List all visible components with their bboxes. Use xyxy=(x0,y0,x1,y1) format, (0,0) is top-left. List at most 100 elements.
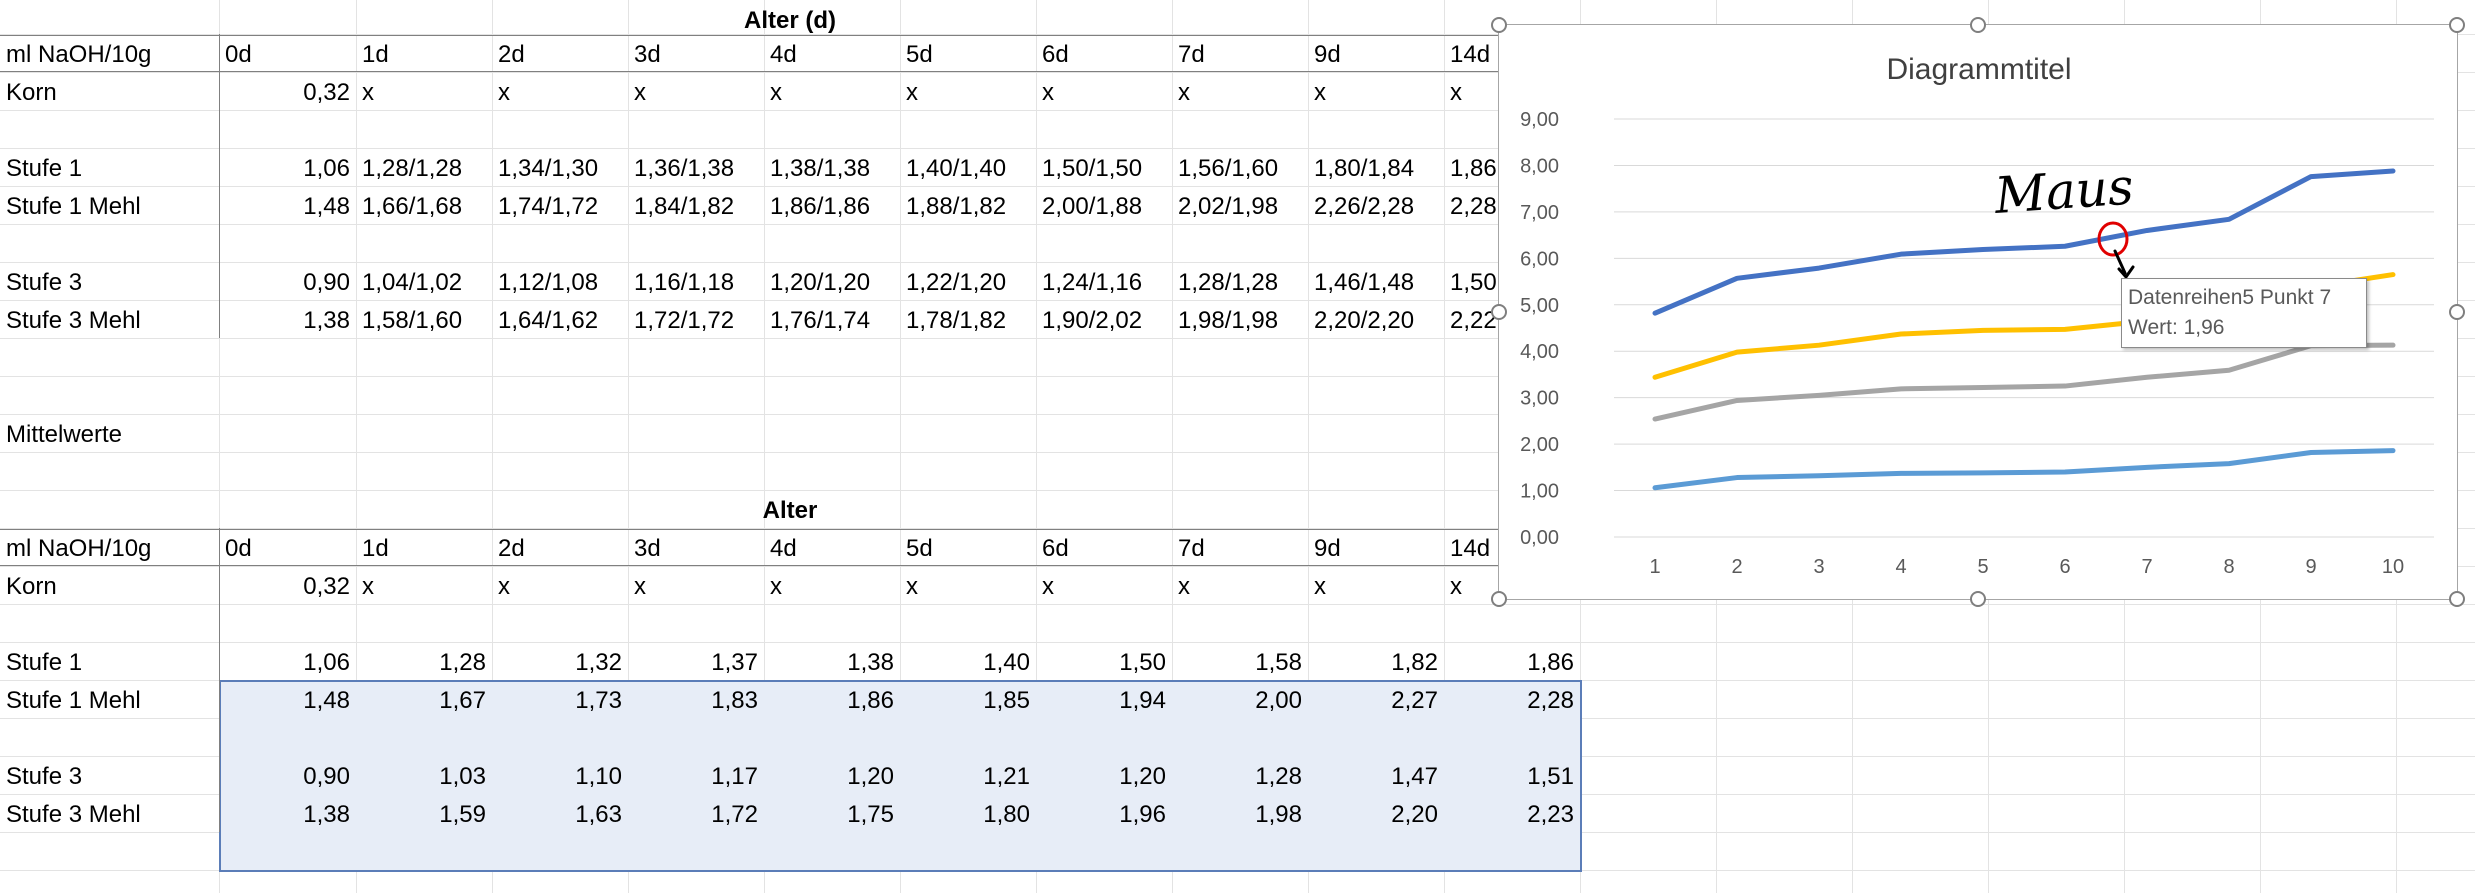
data-cell[interactable]: 1,36/1,38 xyxy=(634,155,735,182)
data-cell[interactable]: 1,82 xyxy=(1391,649,1438,676)
data-cell[interactable]: x xyxy=(1450,573,1462,600)
data-cell[interactable]: x xyxy=(770,573,782,600)
data-cell[interactable]: 1,06 xyxy=(303,649,350,676)
row-label[interactable]: Stufe 3 Mehl xyxy=(6,801,141,828)
data-cell[interactable]: x xyxy=(906,573,918,600)
data-cell[interactable]: x xyxy=(1178,573,1190,600)
resize-handle[interactable] xyxy=(1491,17,1507,33)
data-cell[interactable]: 1,80 xyxy=(983,801,1030,828)
row-label[interactable]: Stufe 1 xyxy=(6,649,83,676)
day-header[interactable]: 14d xyxy=(1450,535,1491,562)
data-cell[interactable]: 1,16/1,18 xyxy=(634,269,735,296)
data-cell[interactable]: 2,27 xyxy=(1391,687,1438,714)
data-cell[interactable]: x xyxy=(362,79,374,106)
data-cell[interactable]: 1,94 xyxy=(1119,687,1166,714)
data-cell[interactable]: x xyxy=(634,573,646,600)
data-cell[interactable]: 1,67 xyxy=(439,687,486,714)
day-header[interactable]: 1d xyxy=(362,535,389,562)
data-cell[interactable]: 1,72 xyxy=(711,801,758,828)
data-cell[interactable]: 1,90/2,02 xyxy=(1042,307,1143,334)
data-cell[interactable]: 2,23 xyxy=(1527,801,1574,828)
data-cell[interactable]: x xyxy=(498,79,510,106)
data-cell[interactable]: 2,20 xyxy=(1391,801,1438,828)
data-cell[interactable]: 1,24/1,16 xyxy=(1042,269,1143,296)
data-cell[interactable]: x xyxy=(1314,79,1326,106)
data-cell[interactable]: 1,86/1,86 xyxy=(770,193,871,220)
data-cell[interactable]: 1,96 xyxy=(1119,801,1166,828)
table-header-title[interactable]: Alter xyxy=(762,497,818,524)
data-cell[interactable]: 1,74/1,72 xyxy=(498,193,599,220)
day-header[interactable]: 7d xyxy=(1178,41,1205,68)
data-cell[interactable]: 1,38/1,38 xyxy=(770,155,871,182)
data-cell[interactable]: 1,40/1,40 xyxy=(906,155,1007,182)
data-cell[interactable]: 1,83 xyxy=(711,687,758,714)
data-cell[interactable]: 0,90 xyxy=(303,763,350,790)
data-cell[interactable]: 1,78/1,82 xyxy=(906,307,1007,334)
data-cell[interactable]: 1,37 xyxy=(711,649,758,676)
data-cell[interactable]: x xyxy=(1314,573,1326,600)
resize-handle[interactable] xyxy=(2449,304,2465,320)
data-cell[interactable]: 1,12/1,08 xyxy=(498,269,599,296)
day-header[interactable]: 0d xyxy=(225,41,252,68)
day-header[interactable]: 14d xyxy=(1450,41,1491,68)
table-header-title[interactable]: Alter (d) xyxy=(744,7,836,34)
data-cell[interactable]: 1,28/1,28 xyxy=(1178,269,1279,296)
data-cell[interactable]: 1,59 xyxy=(439,801,486,828)
resize-handle[interactable] xyxy=(1970,591,1986,607)
data-cell[interactable]: 2,02/1,98 xyxy=(1178,193,1279,220)
data-cell[interactable]: 1,85 xyxy=(983,687,1030,714)
data-cell[interactable]: 1,58 xyxy=(1255,649,1302,676)
data-cell[interactable]: 1,72/1,72 xyxy=(634,307,735,334)
data-cell[interactable]: x xyxy=(770,79,782,106)
data-cell[interactable]: 1,86 xyxy=(847,687,894,714)
data-cell[interactable]: 1,86 xyxy=(1527,649,1574,676)
row-label[interactable]: Stufe 3 xyxy=(6,763,83,790)
day-header[interactable]: 7d xyxy=(1178,535,1205,562)
resize-handle[interactable] xyxy=(1970,17,1986,33)
data-cell[interactable]: x xyxy=(1450,79,1462,106)
data-cell[interactable]: 2,28 xyxy=(1527,687,1574,714)
row-label[interactable]: Stufe 1 Mehl xyxy=(6,687,141,714)
data-cell[interactable]: 1,32 xyxy=(575,649,622,676)
data-cell[interactable]: x xyxy=(906,79,918,106)
data-cell[interactable]: 2,26/2,28 xyxy=(1314,193,1415,220)
data-cell[interactable]: x xyxy=(498,573,510,600)
data-cell[interactable]: 1,50 xyxy=(1119,649,1166,676)
data-cell[interactable]: 1,75 xyxy=(847,801,894,828)
day-header[interactable]: 2d xyxy=(498,535,525,562)
data-cell[interactable]: 1,64/1,62 xyxy=(498,307,599,334)
row-label[interactable]: Stufe 3 Mehl xyxy=(6,307,141,334)
line-chart[interactable]: Diagrammtitel 0,00 1,00 2,00 3,00 4,00 5,00 6,0… xyxy=(1491,17,2465,607)
corner-label[interactable]: ml NaOH/10g xyxy=(6,41,152,68)
data-cell[interactable]: 1,20/1,20 xyxy=(770,269,871,296)
resize-handle[interactable] xyxy=(2449,17,2465,33)
data-cell[interactable]: 1,20 xyxy=(1119,763,1166,790)
data-cell[interactable]: 1,34/1,30 xyxy=(498,155,599,182)
data-cell[interactable]: 1,38 xyxy=(303,801,350,828)
data-cell[interactable]: x xyxy=(1178,79,1190,106)
data-cell[interactable]: 1,58/1,60 xyxy=(362,307,463,334)
data-cell[interactable]: x xyxy=(634,79,646,106)
data-cell[interactable]: 0,32 xyxy=(303,79,350,106)
row-label[interactable]: Stufe 1 xyxy=(6,155,83,182)
row-label[interactable]: Korn xyxy=(6,79,57,106)
data-cell[interactable]: 1,28 xyxy=(1255,763,1302,790)
data-cell[interactable]: 1,28/1,28 xyxy=(362,155,463,182)
data-cell[interactable]: 1,03 xyxy=(439,763,486,790)
day-header[interactable]: 6d xyxy=(1042,41,1069,68)
data-cell[interactable]: 1,66/1,68 xyxy=(362,193,463,220)
day-header[interactable]: 2d xyxy=(498,41,525,68)
data-cell[interactable]: 1,38 xyxy=(303,307,350,334)
data-cell[interactable]: 1,51 xyxy=(1527,763,1574,790)
data-cell[interactable]: 1,38 xyxy=(847,649,894,676)
data-cell[interactable]: x xyxy=(1042,573,1054,600)
day-header[interactable]: 5d xyxy=(906,535,933,562)
data-cell[interactable]: 0,32 xyxy=(303,573,350,600)
day-header[interactable]: 9d xyxy=(1314,41,1341,68)
day-header[interactable]: 9d xyxy=(1314,535,1341,562)
corner-label[interactable]: ml NaOH/10g xyxy=(6,535,152,562)
day-header[interactable]: 6d xyxy=(1042,535,1069,562)
data-cell[interactable]: 1,06 xyxy=(303,155,350,182)
data-cell[interactable]: 1,98/1,98 xyxy=(1178,307,1279,334)
data-cell[interactable]: 1,40 xyxy=(983,649,1030,676)
